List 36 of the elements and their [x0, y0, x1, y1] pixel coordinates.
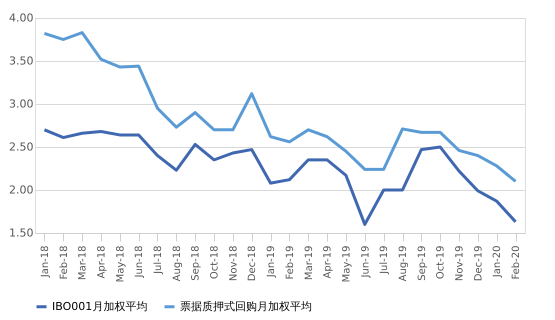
x-tick-label: Jul-19 [379, 246, 390, 275]
x-tick-label: Jan-18 [40, 246, 51, 278]
x-tick-label: Jun-19 [360, 246, 372, 278]
legend-label: 票据质押式回购月加权平均 [180, 300, 312, 313]
x-tick-label: Dec-18 [247, 246, 258, 282]
x-tick-label: Jan-20 [492, 246, 504, 278]
line-series [42, 31, 518, 183]
x-tick-label: Apr-18 [96, 246, 108, 278]
legend-label: IBO001月加权平均 [52, 300, 148, 313]
y-tick-label: 4.00 [9, 12, 34, 24]
x-tick-label: Mar-19 [304, 246, 315, 280]
y-tick-label: 3.00 [9, 98, 34, 110]
line-series [42, 128, 518, 226]
x-tick-label: Jun-18 [134, 246, 146, 278]
x-tick-label: Aug-18 [172, 246, 183, 282]
y-tick-label: 2.00 [9, 184, 34, 196]
x-tick-label: May-18 [115, 246, 126, 282]
x-tick-label: Feb-19 [284, 246, 296, 280]
x-tick-label: Jul-18 [153, 246, 164, 275]
x-tick-label: Mar-18 [78, 246, 89, 280]
x-tick-label: Dec-19 [473, 246, 484, 282]
x-tick-label: Oct-19 [436, 246, 447, 280]
y-tick-label: 1.50 [9, 226, 34, 240]
x-tick-label: Oct-18 [210, 246, 221, 280]
x-tick-label: Apr-19 [322, 246, 334, 278]
x-tick-label: Sep-18 [190, 246, 202, 281]
y-tick-label: 3.50 [9, 54, 34, 68]
x-tick-label: Sep-19 [416, 246, 428, 281]
x-tick-label: Feb-18 [58, 246, 70, 280]
x-tick-label: Aug-19 [398, 246, 409, 282]
y-tick-label: 2.50 [9, 140, 34, 154]
x-tick-label: Nov-18 [228, 246, 240, 282]
x-tick-label: Jan-19 [266, 246, 278, 278]
x-tick-label: Feb-20 [511, 246, 522, 280]
x-tick-label: Nov-19 [454, 246, 466, 282]
x-tick-label: May-19 [341, 246, 352, 282]
